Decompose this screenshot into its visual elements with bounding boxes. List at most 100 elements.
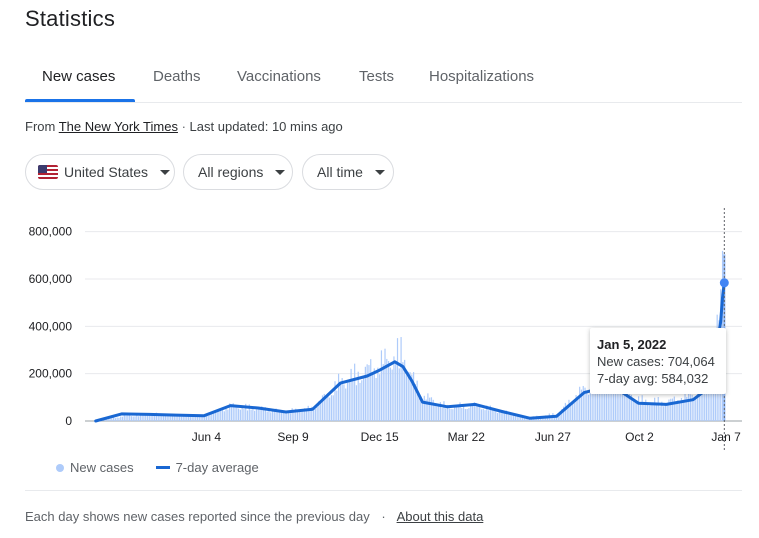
bar — [691, 394, 693, 421]
tab-new-cases[interactable]: New cases — [42, 68, 116, 85]
bar — [204, 417, 206, 421]
bar — [684, 390, 686, 421]
about-data-link[interactable]: About this data — [396, 509, 484, 524]
bar — [675, 401, 677, 421]
bar — [254, 410, 256, 421]
bar — [270, 412, 272, 421]
bar — [207, 415, 209, 421]
bar — [180, 416, 183, 421]
bar — [613, 385, 615, 421]
bar — [436, 406, 438, 421]
bar — [507, 414, 509, 421]
bar — [607, 376, 609, 421]
y-tick-label: 200,000 — [29, 367, 73, 381]
x-tick-label: Jan 7 — [711, 430, 741, 444]
bar — [466, 409, 468, 421]
bar — [673, 396, 675, 421]
bar — [570, 404, 572, 421]
last-updated: Last updated: 10 mins ago — [189, 119, 343, 134]
bar — [582, 385, 584, 421]
bar — [237, 408, 240, 421]
bar — [137, 416, 140, 421]
bar — [134, 416, 136, 421]
bar — [191, 416, 193, 421]
bar — [677, 400, 679, 421]
bar — [541, 416, 543, 421]
bar — [425, 399, 427, 421]
bar — [368, 365, 370, 421]
bar — [296, 411, 299, 421]
bar — [657, 397, 659, 421]
bar — [357, 371, 359, 421]
bar — [702, 393, 704, 421]
bar — [302, 410, 304, 421]
dropdown-arrow-icon — [374, 169, 385, 175]
bar — [643, 401, 645, 421]
bar — [341, 377, 343, 421]
bar — [202, 415, 204, 421]
bar — [186, 414, 188, 421]
bar — [620, 392, 622, 421]
bar — [516, 414, 518, 421]
region-dropdown[interactable]: All regions — [183, 154, 293, 190]
bar — [398, 368, 400, 421]
average-line — [94, 281, 726, 423]
tab-tests[interactable]: Tests — [359, 68, 395, 85]
bar — [437, 406, 440, 421]
bar — [375, 378, 377, 421]
bar — [571, 402, 574, 421]
bar — [187, 415, 190, 421]
bar — [205, 414, 208, 421]
bar — [500, 412, 502, 421]
bar — [709, 379, 711, 421]
page-title: Statistics — [25, 6, 116, 31]
bar — [586, 392, 588, 421]
tab-hospitalizations[interactable]: Hospitalizations — [429, 68, 535, 85]
time-label: All time — [317, 164, 363, 180]
tab-vaccinations[interactable]: Vaccinations — [237, 68, 321, 85]
bar — [462, 404, 465, 421]
bar — [396, 338, 399, 421]
bar — [209, 415, 211, 421]
bar — [445, 408, 447, 421]
bar — [346, 382, 349, 421]
x-tick-label: Dec 15 — [361, 430, 399, 444]
bar — [580, 389, 583, 421]
bar — [279, 409, 281, 421]
x-tick-label: Mar 22 — [448, 430, 486, 444]
bar — [307, 405, 309, 421]
bar — [650, 402, 652, 421]
bar — [393, 356, 395, 421]
bar — [404, 359, 406, 421]
bar — [355, 385, 358, 421]
bar — [312, 410, 315, 421]
bar — [429, 397, 431, 421]
bar — [604, 388, 606, 421]
bar — [152, 413, 154, 421]
bar — [504, 413, 506, 421]
bar — [221, 409, 224, 421]
bar — [600, 387, 602, 421]
bar — [154, 414, 156, 421]
bar — [554, 415, 556, 421]
bar — [259, 407, 261, 421]
bar — [682, 401, 684, 421]
tab-deaths[interactable]: Deaths — [153, 68, 201, 85]
bar — [609, 379, 611, 421]
time-dropdown[interactable]: All time — [302, 154, 394, 190]
bar — [196, 416, 199, 421]
bar — [379, 374, 381, 421]
bar — [139, 413, 141, 421]
bar — [686, 396, 688, 421]
bar — [255, 409, 258, 421]
bar — [473, 402, 475, 421]
bar — [414, 384, 416, 421]
bar — [605, 382, 608, 421]
bar — [257, 408, 259, 421]
bar — [145, 414, 147, 421]
bar — [443, 401, 445, 421]
source-link[interactable]: The New York Times — [58, 119, 178, 134]
country-dropdown[interactable]: United States — [25, 154, 175, 190]
bar — [112, 417, 115, 421]
bar — [602, 388, 604, 421]
